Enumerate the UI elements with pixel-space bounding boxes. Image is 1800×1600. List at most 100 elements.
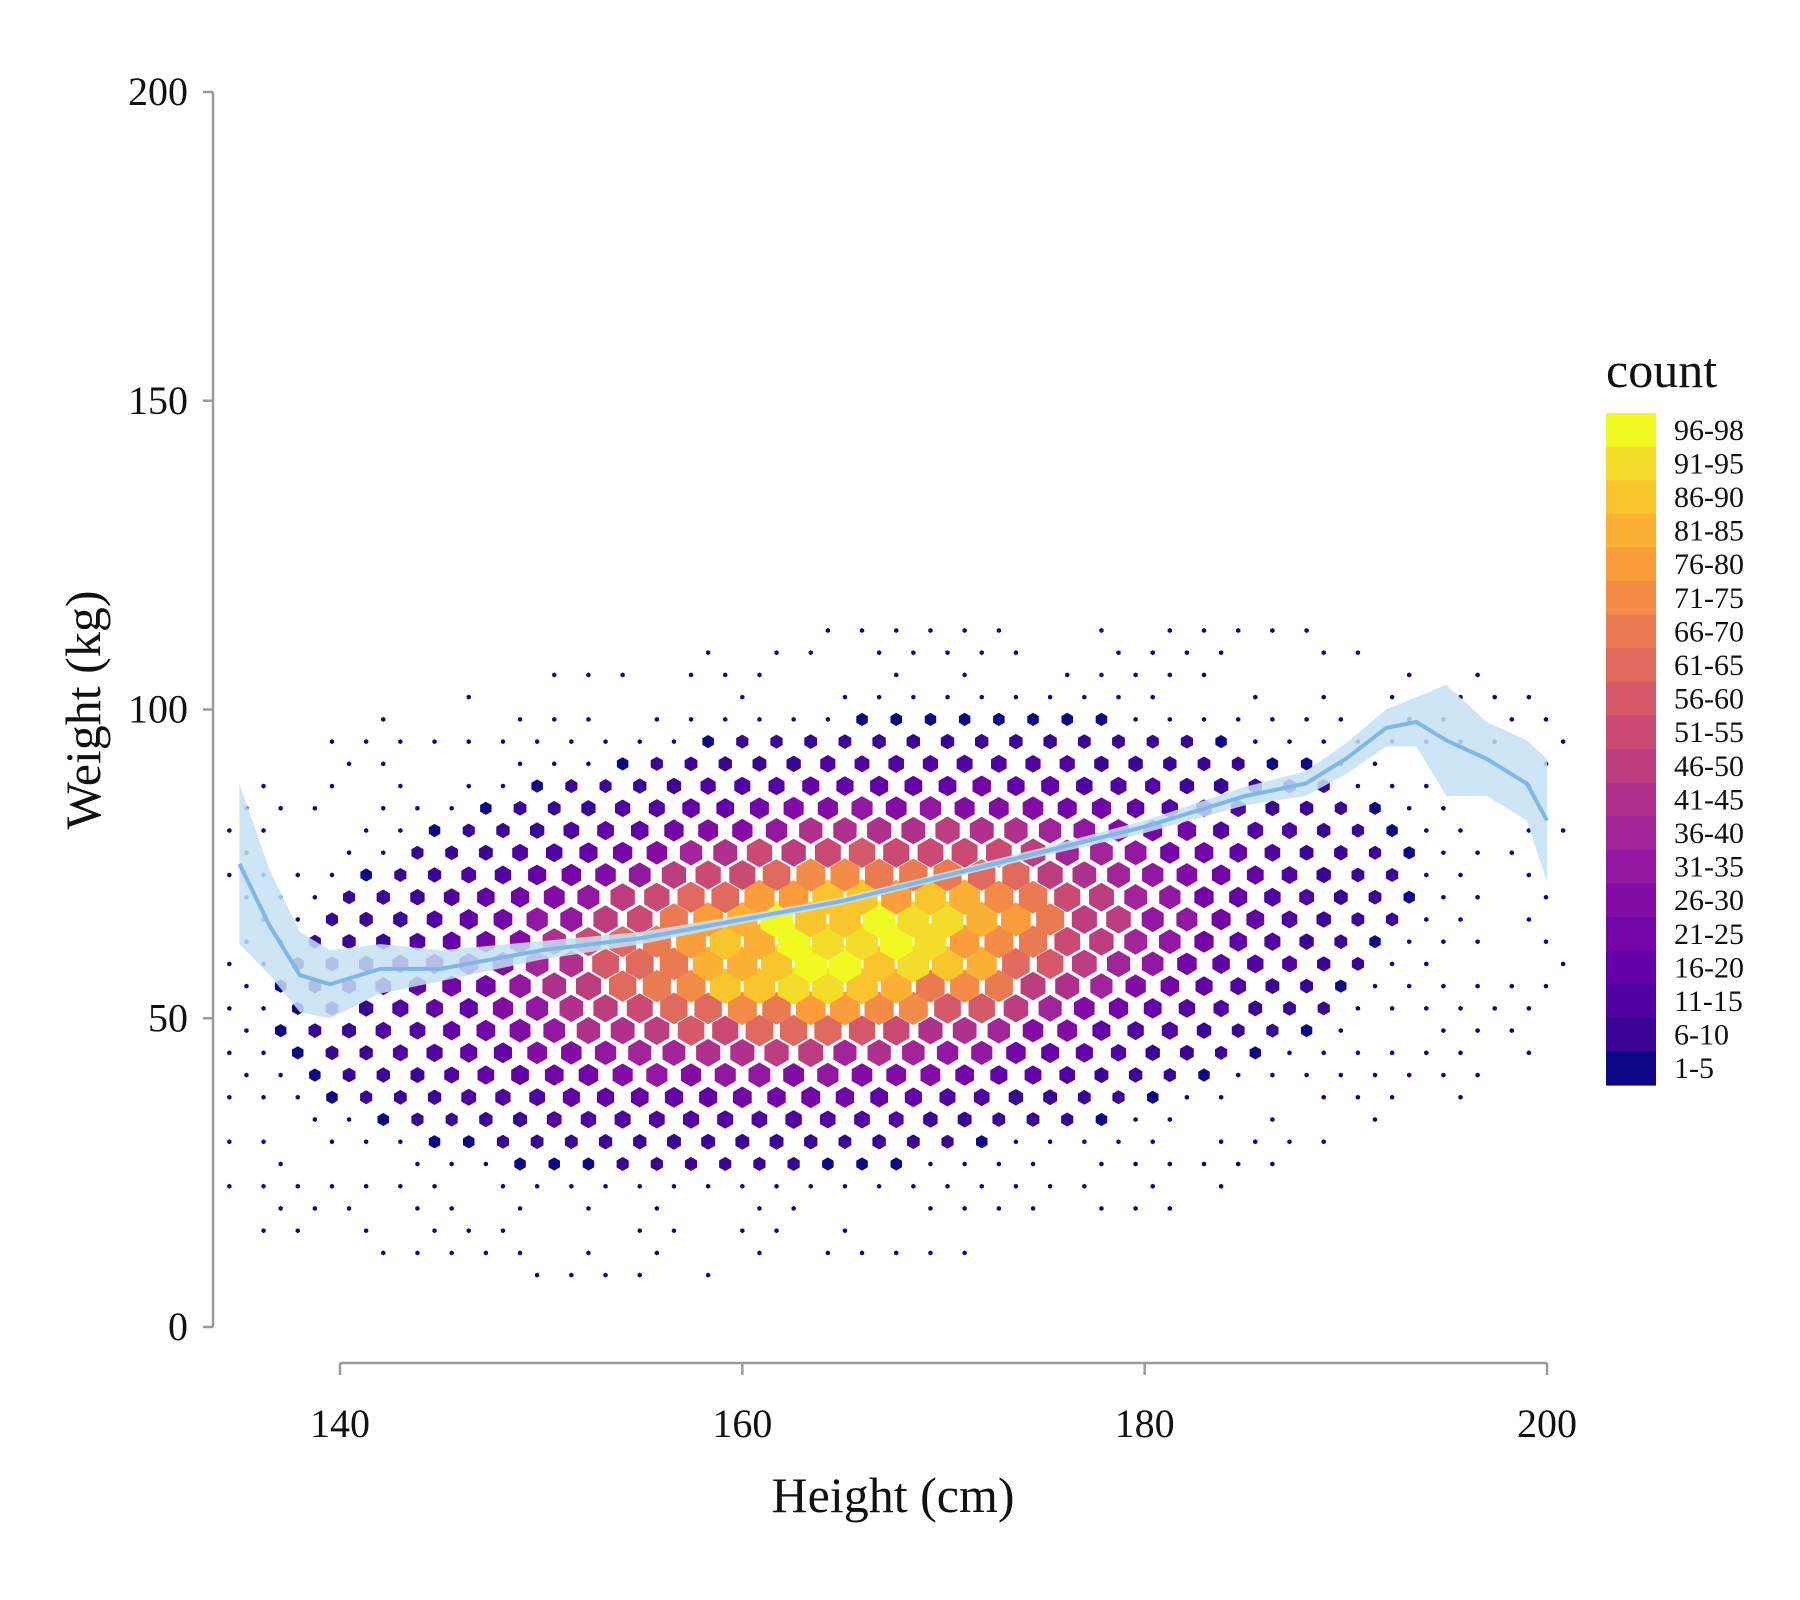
hexbin-cell [700, 777, 716, 795]
legend-swatch [1606, 513, 1656, 548]
hexbin-cell [971, 1040, 993, 1065]
hexbin-cell [627, 904, 653, 935]
legend-label: 86-90 [1674, 481, 1744, 514]
hexbin-cell [1094, 1067, 1109, 1084]
hexbin-cell [949, 924, 980, 959]
hexbin-cell [1321, 694, 1326, 700]
hexbin-cell [377, 1112, 389, 1127]
hexbin-cell [917, 837, 944, 868]
hexbin-cell [1321, 739, 1326, 745]
hexbin-cell [1074, 996, 1095, 1021]
hexbin-cell [603, 1272, 608, 1278]
hexbin-cell [375, 1021, 391, 1040]
hexbin-cell [1018, 925, 1048, 958]
hexbin-cell [1212, 953, 1230, 974]
hexbin-cell [1009, 733, 1023, 750]
hexbin-cell [1492, 1005, 1497, 1011]
hexbin-cell [381, 805, 386, 811]
hexbin-cell [851, 796, 873, 821]
hexbin-cell [500, 1183, 506, 1189]
hexbin-cell [1264, 887, 1281, 907]
hexbin-cell [877, 694, 882, 700]
hexbin-cell [1317, 822, 1331, 839]
hexbin-cell [650, 1156, 663, 1171]
hexbin-cell [1458, 1094, 1463, 1100]
hexbin-cell [1213, 999, 1229, 1018]
hexbin-cell [1194, 930, 1214, 953]
hexbin-cell [1197, 756, 1211, 772]
hexbin-cell [1147, 1090, 1159, 1104]
hexbin-cell [398, 739, 403, 745]
hexbin-cell [1407, 939, 1412, 945]
hexbin-cell [701, 1133, 716, 1150]
hexbin-cell [415, 1161, 420, 1167]
hexbin-cell [1213, 821, 1230, 840]
hexbin-cell [1167, 716, 1172, 722]
hexbin-cell [1201, 716, 1207, 722]
hexbin-cell [1526, 1050, 1532, 1056]
hexbin-cell [1458, 1005, 1463, 1011]
hexbin-cell [466, 739, 471, 745]
hexbin-cell [1265, 800, 1280, 817]
hexbin-cell [791, 716, 796, 722]
hexbin-cell [1368, 889, 1382, 905]
hexbin-cell [799, 817, 823, 844]
hexbin-cell [854, 755, 870, 773]
hexbin-cell [692, 946, 724, 982]
hexbin-cell [719, 1156, 732, 1171]
hexbin-cell [1167, 1117, 1172, 1122]
hexbin-cell [1475, 939, 1480, 945]
hexbin-cell [1355, 783, 1361, 789]
hexbin-cell [1024, 1065, 1042, 1085]
hexbin-cell [966, 946, 997, 982]
hexbin-cell [734, 776, 751, 796]
hexbin-cell [543, 1018, 566, 1044]
hexbin-cell [1230, 977, 1246, 996]
hexbin-cell [561, 863, 582, 887]
hexbin-cell [864, 858, 894, 892]
hexbin-cell [644, 882, 670, 912]
hexbin-cell [616, 757, 629, 771]
hexbin-cell [1355, 650, 1361, 656]
hexbin-cell [1441, 805, 1446, 811]
hexbin-cell [951, 837, 978, 868]
hexbin-cell [952, 1016, 977, 1045]
hexbin-cell [941, 1134, 954, 1149]
hexbin-cell [1075, 1043, 1093, 1063]
hexbin-cell [1236, 1161, 1241, 1167]
hexbin-cell [576, 1017, 601, 1045]
hexbin-cell [466, 783, 471, 789]
hexbin-cell [526, 907, 548, 932]
hexbin-cell [716, 798, 735, 819]
hexbin-cell [1026, 1112, 1040, 1127]
hexbin-cell [918, 1016, 943, 1045]
hexbin-cell [466, 1228, 471, 1234]
hexbin-cell [680, 1063, 702, 1087]
hexbin-cell [477, 1065, 495, 1085]
hexbin-cell [292, 1046, 304, 1060]
hexbin-cell [979, 650, 984, 656]
legend-swatch [1606, 883, 1656, 918]
hexbin-cell [804, 734, 818, 749]
hexbin-cell [888, 1111, 904, 1129]
hexbin-cell [1249, 1046, 1261, 1060]
hexbin-cell [854, 1110, 870, 1129]
hexbin-cell [1355, 1050, 1361, 1056]
hexbin-cell [1133, 1117, 1138, 1122]
hexbin-cell [1072, 861, 1097, 889]
hexbin-cell [564, 1134, 578, 1150]
hexbin-cell [1333, 889, 1348, 906]
hexbin-cell [733, 1086, 752, 1109]
hexbin-cell [1116, 1139, 1121, 1145]
hexbin-cell [381, 761, 386, 767]
hexbin-cell [459, 997, 478, 1019]
hexbin-cell [494, 865, 512, 885]
hexbin-cell [580, 1110, 597, 1129]
legend-swatch [1606, 849, 1656, 884]
hexbin-cell [1253, 739, 1258, 745]
hexbin-cell [911, 1183, 916, 1189]
hexbin-cell [483, 1161, 488, 1167]
hexbin-cell [295, 1228, 300, 1234]
hexbin-cell [786, 755, 801, 773]
hexbin-cell [744, 879, 775, 915]
